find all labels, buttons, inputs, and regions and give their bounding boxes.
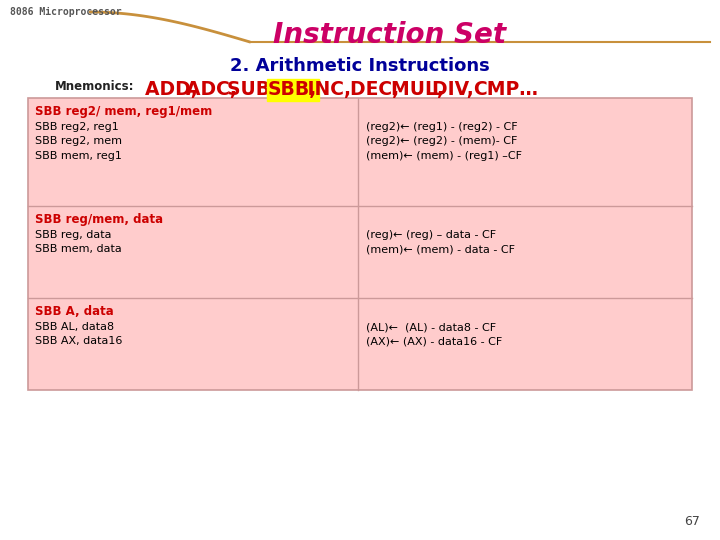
Bar <box>28 98 692 390</box>
Text: (reg2)← (reg1) - (reg2) - CF
(reg2)← (reg2) - (mem)- CF
(mem)← (mem) - (reg1) –C: (reg2)← (reg1) - (reg2) - CF (reg2)← (re… <box>366 122 522 161</box>
Text: SUB,: SUB, <box>227 80 284 99</box>
Text: 2. Arithmetic Instructions: 2. Arithmetic Instructions <box>230 57 490 75</box>
Text: SBB AL, data8
SBB AX, data16: SBB AL, data8 SBB AX, data16 <box>35 322 122 346</box>
Text: SBB A, data: SBB A, data <box>35 305 114 318</box>
Text: 8086 Microprocessor: 8086 Microprocessor <box>10 7 122 17</box>
Text: Mnemonics:: Mnemonics: <box>55 80 135 93</box>
Text: SBB reg2, reg1
SBB reg2, mem
SBB mem, reg1: SBB reg2, reg1 SBB reg2, mem SBB mem, re… <box>35 122 122 161</box>
Text: CMP…: CMP… <box>473 80 538 99</box>
Text: INC,: INC, <box>301 80 357 99</box>
Text: SBB reg/mem, data: SBB reg/mem, data <box>35 213 163 226</box>
Text: SBB reg, data
SBB mem, data: SBB reg, data SBB mem, data <box>35 230 122 254</box>
Text: Instruction Set: Instruction Set <box>274 21 507 49</box>
Text: SBB reg2/ mem, reg1/mem: SBB reg2/ mem, reg1/mem <box>35 105 212 118</box>
Text: (AL)←  (AL) - data8 - CF
(AX)← (AX) - data16 - CF: (AL)← (AL) - data8 - CF (AX)← (AX) - dat… <box>366 322 503 346</box>
Text: SBB,: SBB, <box>268 80 318 99</box>
Text: DIV,: DIV, <box>432 80 480 99</box>
Text: ADC,: ADC, <box>186 80 243 99</box>
Text: 67: 67 <box>684 515 700 528</box>
Text: DEC,: DEC, <box>350 80 405 99</box>
Text: ADD,: ADD, <box>145 80 204 99</box>
Text: (reg)← (reg) – data - CF
(mem)← (mem) - data - CF: (reg)← (reg) – data - CF (mem)← (mem) - … <box>366 230 515 254</box>
Text: MUL,: MUL, <box>391 80 451 99</box>
